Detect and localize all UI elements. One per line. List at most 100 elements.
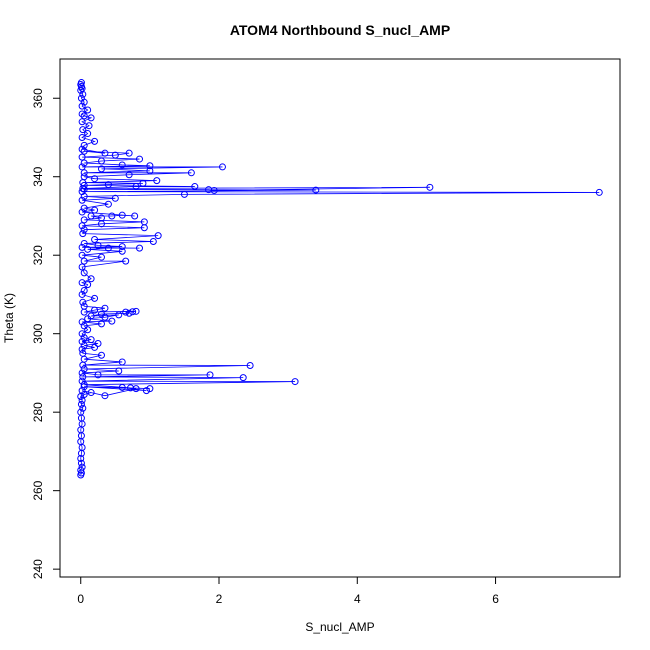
data-point [78, 243, 86, 251]
data-point [291, 378, 299, 386]
data-point [91, 306, 99, 314]
data-point [210, 186, 218, 194]
data-point [78, 110, 86, 118]
data-point [239, 374, 247, 382]
data-point [78, 118, 86, 126]
data-point [78, 133, 86, 141]
data-point [122, 308, 130, 316]
data-point [97, 310, 105, 318]
data-point [80, 216, 88, 224]
data-point [80, 391, 88, 399]
data-point [146, 167, 154, 175]
data-point [77, 454, 85, 462]
data-point [80, 269, 88, 277]
data-point [101, 392, 109, 400]
data-point [108, 212, 116, 220]
data-point [78, 279, 86, 287]
data-point [80, 239, 88, 247]
x-tick-label: 2 [216, 592, 223, 606]
data-point [78, 208, 86, 216]
data-point [118, 211, 126, 219]
data-point [129, 308, 137, 316]
data-point [80, 334, 88, 342]
y-tick-label: 240 [31, 559, 45, 579]
data-point [91, 175, 99, 183]
data-point [80, 381, 88, 389]
data-point [104, 200, 112, 208]
data-point [118, 383, 126, 391]
data-point [125, 309, 133, 317]
data-point [97, 214, 105, 222]
series-line [80, 82, 600, 476]
data-point [80, 112, 88, 120]
data-point [78, 377, 86, 385]
data-point [78, 463, 86, 471]
data-point [97, 320, 105, 328]
y-tick-label: 340 [31, 166, 45, 186]
data-point [78, 290, 86, 298]
data-point [91, 137, 99, 145]
data-point [91, 343, 99, 351]
data-point [94, 340, 102, 348]
data-point [79, 298, 87, 306]
data-point [97, 165, 105, 173]
data-point [136, 244, 144, 252]
y-tick-label: 300 [31, 323, 45, 343]
data-point [79, 349, 87, 357]
data-point [97, 253, 105, 261]
data-point [78, 369, 86, 377]
data-point [146, 385, 154, 393]
data-point [132, 307, 140, 315]
data-point [91, 206, 99, 214]
data-point [118, 161, 126, 169]
data-point [118, 247, 126, 255]
x-tick-label: 0 [77, 592, 84, 606]
data-point [191, 183, 199, 191]
y-axis: 240 260 280 300 320 340 360 [31, 88, 61, 579]
data-point [97, 157, 105, 165]
data-point [78, 163, 86, 171]
data-point [85, 122, 93, 130]
data-point [180, 190, 188, 198]
data-point [78, 188, 86, 196]
data-point [80, 365, 88, 373]
x-axis: 0 2 4 6 [77, 576, 499, 606]
data-point [80, 169, 88, 177]
data-point [146, 162, 154, 170]
x-axis-label: S_nucl_AMP [305, 620, 374, 634]
data-point [78, 345, 86, 353]
data-point [91, 294, 99, 302]
data-point [149, 237, 157, 245]
data-point [78, 387, 86, 395]
x-tick-label: 4 [354, 592, 361, 606]
data-point [246, 361, 254, 369]
data-point [153, 177, 161, 185]
data-point [77, 408, 85, 416]
data-point [77, 466, 85, 474]
data-point [87, 312, 95, 320]
data-point [80, 341, 88, 349]
data-point [79, 230, 87, 238]
y-tick-label: 320 [31, 245, 45, 265]
data-point [78, 263, 86, 271]
data-point [77, 400, 85, 408]
data-point [80, 204, 88, 212]
data-point [80, 141, 88, 149]
data-point [118, 243, 126, 251]
data-point [80, 173, 88, 181]
data-point [84, 130, 92, 138]
data-point [87, 275, 95, 283]
data-point [84, 106, 92, 114]
y-tick-label: 260 [31, 480, 45, 500]
y-tick-label: 360 [31, 88, 45, 108]
data-point [80, 302, 88, 310]
data-point [80, 287, 88, 295]
data-point [79, 404, 87, 412]
data-point [426, 183, 434, 191]
data-point [94, 241, 102, 249]
data-point [125, 171, 133, 179]
data-point [78, 251, 86, 259]
data-point [79, 126, 87, 134]
data-point [78, 102, 86, 110]
